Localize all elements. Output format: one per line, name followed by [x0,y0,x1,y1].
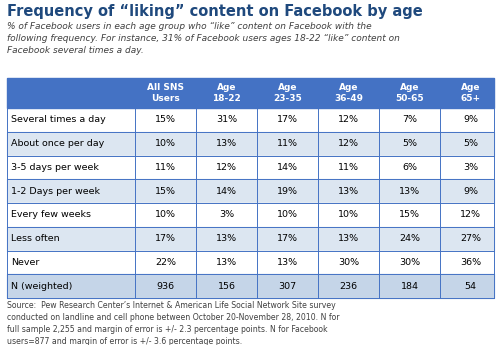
Text: 184: 184 [400,282,418,290]
Text: 236: 236 [340,282,358,290]
Text: 19%: 19% [277,187,298,196]
Bar [7,203,494,227]
Text: Several times a day: Several times a day [11,115,106,125]
Text: 5%: 5% [463,139,478,148]
Text: Age
50-65: Age 50-65 [395,83,424,103]
Text: 13%: 13% [338,234,359,243]
Text: 9%: 9% [463,187,478,196]
Text: 17%: 17% [277,115,298,125]
Text: 15%: 15% [155,115,176,125]
Text: 156: 156 [217,282,235,290]
Text: Every few weeks: Every few weeks [11,210,91,219]
Text: 14%: 14% [216,187,237,196]
Bar [7,227,494,250]
Text: About once per day: About once per day [11,139,104,148]
Text: 12%: 12% [460,210,481,219]
Text: N (weighted): N (weighted) [11,282,72,290]
Text: 7%: 7% [402,115,417,125]
Text: 14%: 14% [277,163,298,172]
Text: 30%: 30% [399,258,420,267]
Text: Source:  Pew Research Center’s Internet & American Life Social Network Site surv: Source: Pew Research Center’s Internet &… [7,301,340,345]
Text: % of Facebook users in each age group who “like” content on Facebook with the
fo: % of Facebook users in each age group wh… [7,22,400,55]
Text: 10%: 10% [338,210,359,219]
Text: 1-2 Days per week: 1-2 Days per week [11,187,100,196]
Bar [7,274,494,298]
Text: 9%: 9% [463,115,478,125]
Text: Age
65+: Age 65+ [460,83,480,103]
Text: 936: 936 [156,282,174,290]
Text: 13%: 13% [338,187,359,196]
Bar [7,179,494,203]
Bar [7,78,494,108]
Text: 3%: 3% [219,210,234,219]
Text: 24%: 24% [399,234,420,243]
Text: 3%: 3% [463,163,478,172]
Text: 10%: 10% [277,210,298,219]
Text: 11%: 11% [155,163,176,172]
Text: 12%: 12% [338,139,359,148]
Text: 307: 307 [279,282,297,290]
Text: Age
23-35: Age 23-35 [273,83,302,103]
Text: Age
18-22: Age 18-22 [212,83,241,103]
Bar [7,108,494,132]
Bar [7,132,494,156]
Text: 30%: 30% [338,258,359,267]
Text: 10%: 10% [155,139,176,148]
Text: All SNS
Users: All SNS Users [147,83,184,103]
Text: Age
36-49: Age 36-49 [334,83,363,103]
Text: Less often: Less often [11,234,60,243]
Text: 31%: 31% [216,115,237,125]
Text: 12%: 12% [216,163,237,172]
Text: 22%: 22% [155,258,176,267]
Text: 17%: 17% [277,234,298,243]
Text: 3-5 days per week: 3-5 days per week [11,163,99,172]
Text: Never: Never [11,258,40,267]
Text: 36%: 36% [460,258,481,267]
Text: 27%: 27% [460,234,481,243]
Text: 11%: 11% [277,139,298,148]
Text: 15%: 15% [155,187,176,196]
Text: 12%: 12% [338,115,359,125]
Text: 15%: 15% [399,210,420,219]
Text: 13%: 13% [216,234,237,243]
Text: 13%: 13% [216,258,237,267]
Text: 13%: 13% [277,258,298,267]
Bar [7,250,494,274]
Text: 11%: 11% [338,163,359,172]
Text: Frequency of “liking” content on Facebook by age: Frequency of “liking” content on Faceboo… [7,4,423,19]
Text: 5%: 5% [402,139,417,148]
Text: 10%: 10% [155,210,176,219]
Text: 17%: 17% [155,234,176,243]
Text: 54: 54 [464,282,476,290]
Text: 13%: 13% [399,187,420,196]
Text: 6%: 6% [402,163,417,172]
Text: 13%: 13% [216,139,237,148]
Bar [7,156,494,179]
